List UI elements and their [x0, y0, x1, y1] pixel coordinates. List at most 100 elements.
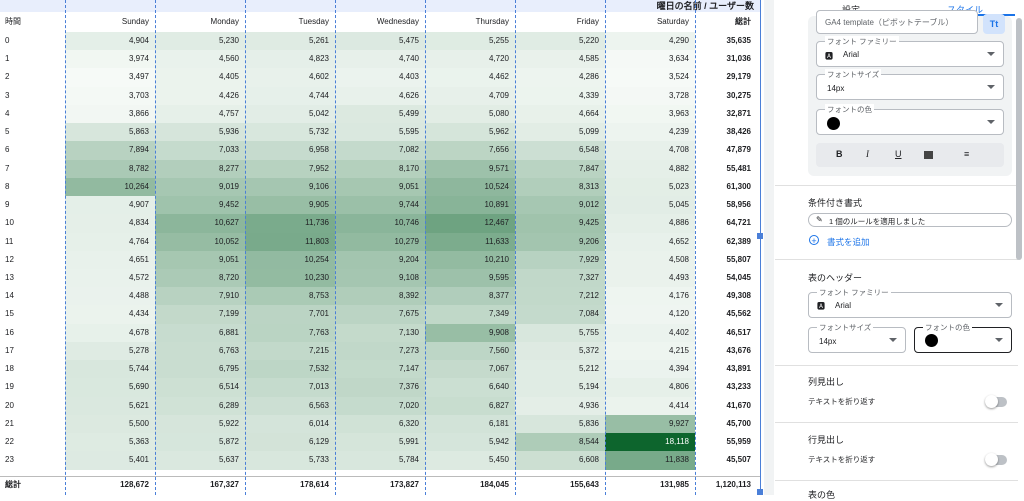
column-guide — [425, 0, 426, 495]
heat-cell: 49,308 — [726, 291, 751, 301]
column-guide — [335, 0, 336, 495]
heat-cell: 10,230 — [245, 268, 335, 288]
field-value: 14px — [819, 337, 837, 346]
wrap-toggle[interactable] — [985, 453, 1007, 466]
heat-cell: 5,220 — [515, 32, 605, 51]
header-font-color-field[interactable]: フォントの色 — [914, 322, 1012, 353]
heat-cell: 3,524 — [605, 68, 695, 87]
font-family-field[interactable]: フォント ファミリー 🅰 Arial — [816, 36, 1004, 67]
row-header: 17 — [5, 345, 14, 355]
heat-cell: 38,426 — [726, 127, 751, 137]
heat-cell: 7,910 — [155, 287, 245, 306]
add-icon[interactable]: + — [809, 235, 819, 246]
font-size-field[interactable]: フォントサイズ 14px — [816, 69, 1004, 100]
heat-cell: 4,488 — [65, 287, 155, 306]
header-font-family-field[interactable]: フォント ファミリー 🅰 Arial — [808, 287, 1012, 318]
heat-cell: 5,621 — [65, 396, 155, 416]
heat-cell: 5,372 — [515, 341, 605, 361]
italic-button[interactable]: I — [866, 149, 869, 159]
add-format-link[interactable]: 書式を追加 — [827, 237, 870, 247]
heat-cell: 9,051 — [335, 177, 425, 197]
scrollbar-thumb[interactable] — [1016, 18, 1022, 260]
heat-cell: 5,744 — [65, 360, 155, 379]
heat-cell: 4,652 — [605, 232, 695, 252]
column-header: 時間 — [5, 17, 21, 26]
heat-cell: 7,763 — [245, 323, 335, 343]
heat-cell: 6,514 — [155, 378, 245, 397]
fill-button[interactable] — [924, 151, 933, 159]
template-input[interactable]: GA4 template（ピボットテーブル） — [816, 10, 978, 34]
footer-cell: 155,643 — [570, 480, 599, 489]
rule-text: 1 個のルールを適用しました — [829, 217, 926, 226]
section-title: 条件付き書式 — [808, 198, 863, 208]
heat-cell: 32,871 — [726, 108, 751, 118]
heat-cell: 7,067 — [425, 360, 515, 379]
field-value: Arial — [843, 50, 860, 59]
heat-cell: 6,129 — [245, 433, 335, 452]
heat-cell: 43,676 — [726, 345, 751, 355]
heat-cell: 55,481 — [726, 163, 751, 173]
row-header: 21 — [5, 418, 14, 428]
heat-cell: 6,014 — [245, 414, 335, 434]
footer-cell: 173,827 — [390, 480, 419, 489]
row-header: 11 — [5, 236, 14, 246]
footer-cell: 178,614 — [300, 480, 329, 489]
heat-cell: 5,755 — [515, 323, 605, 343]
underline-button[interactable]: U — [895, 149, 902, 159]
row-header: 2 — [5, 72, 10, 82]
heat-cell: 10,264 — [65, 177, 155, 197]
resize-handle[interactable] — [757, 489, 763, 495]
row-header: 6 — [5, 145, 10, 155]
bold-button[interactable]: B — [836, 149, 843, 159]
heat-cell: 7,273 — [335, 341, 425, 361]
row-header: 15 — [5, 309, 14, 319]
column-guide — [155, 0, 156, 495]
heat-cell: 45,700 — [726, 418, 751, 428]
heat-cell: 7,701 — [245, 305, 335, 324]
heat-cell: 6,563 — [245, 396, 335, 416]
field-value: Arial — [835, 301, 852, 310]
template-text: GA4 template（ピボットテーブル） — [825, 18, 954, 27]
heat-cell: 4,426 — [155, 86, 245, 106]
heat-cell: 10,210 — [425, 250, 515, 270]
heat-cell: 4,405 — [155, 68, 245, 87]
heat-cell: 29,179 — [726, 72, 751, 82]
column-header: Friday — [576, 17, 599, 26]
pencil-icon: ✎ — [816, 215, 823, 224]
align-button[interactable]: ≡ — [964, 149, 970, 159]
heat-cell: 5,194 — [515, 378, 605, 397]
footer-cell: 184,045 — [480, 480, 509, 489]
heat-cell: 6,795 — [155, 360, 245, 379]
heat-cell: 7,894 — [65, 141, 155, 160]
footer-cell: 167,327 — [210, 480, 239, 489]
heat-cell: 11,736 — [245, 214, 335, 233]
wrap-toggle[interactable] — [985, 395, 1007, 408]
heat-cell: 5,278 — [65, 341, 155, 361]
rule-pill[interactable]: ✎ 1 個のルールを適用しました — [808, 213, 1012, 227]
font-color-field[interactable]: フォントの色 — [816, 104, 1004, 135]
heat-cell: 4,806 — [605, 378, 695, 397]
heat-cell: 4,286 — [515, 68, 605, 87]
heat-cell: 3,703 — [65, 86, 155, 106]
heat-cell: 8,377 — [425, 287, 515, 306]
heat-cell: 7,327 — [515, 268, 605, 288]
column-header: Tuesday — [298, 17, 329, 26]
tt-button[interactable]: Tt — [983, 14, 1005, 34]
heat-cell: 5,836 — [515, 414, 605, 434]
resize-handle[interactable] — [757, 233, 763, 239]
heat-cell: 9,571 — [425, 159, 515, 179]
heat-cell: 55,959 — [726, 437, 751, 447]
heat-cell: 4,394 — [605, 360, 695, 379]
heat-cell: 30,275 — [726, 90, 751, 100]
heat-cell: 9,905 — [245, 196, 335, 215]
header-font-size-field[interactable]: フォントサイズ 14px — [808, 322, 906, 353]
heat-cell: 9,106 — [245, 177, 335, 197]
heat-cell: 9,051 — [155, 250, 245, 270]
heat-cell: 6,181 — [425, 414, 515, 434]
heat-cell: 5,261 — [245, 32, 335, 51]
heat-cell: 4,764 — [65, 232, 155, 252]
heat-cell: 7,847 — [515, 159, 605, 179]
heat-cell: 5,475 — [335, 32, 425, 51]
heat-cell: 11,803 — [245, 232, 335, 252]
heat-cell: 7,033 — [155, 141, 245, 160]
